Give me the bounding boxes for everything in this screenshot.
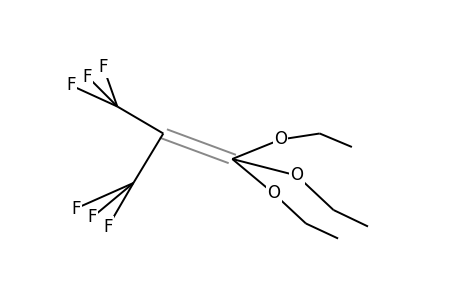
Text: O: O [290, 167, 302, 184]
Text: F: F [71, 200, 80, 217]
Text: F: F [67, 76, 76, 94]
Text: F: F [83, 68, 92, 85]
Text: F: F [103, 218, 112, 236]
Text: O: O [267, 184, 280, 202]
Text: F: F [87, 208, 96, 226]
Text: O: O [274, 130, 286, 148]
Text: F: F [99, 58, 108, 76]
